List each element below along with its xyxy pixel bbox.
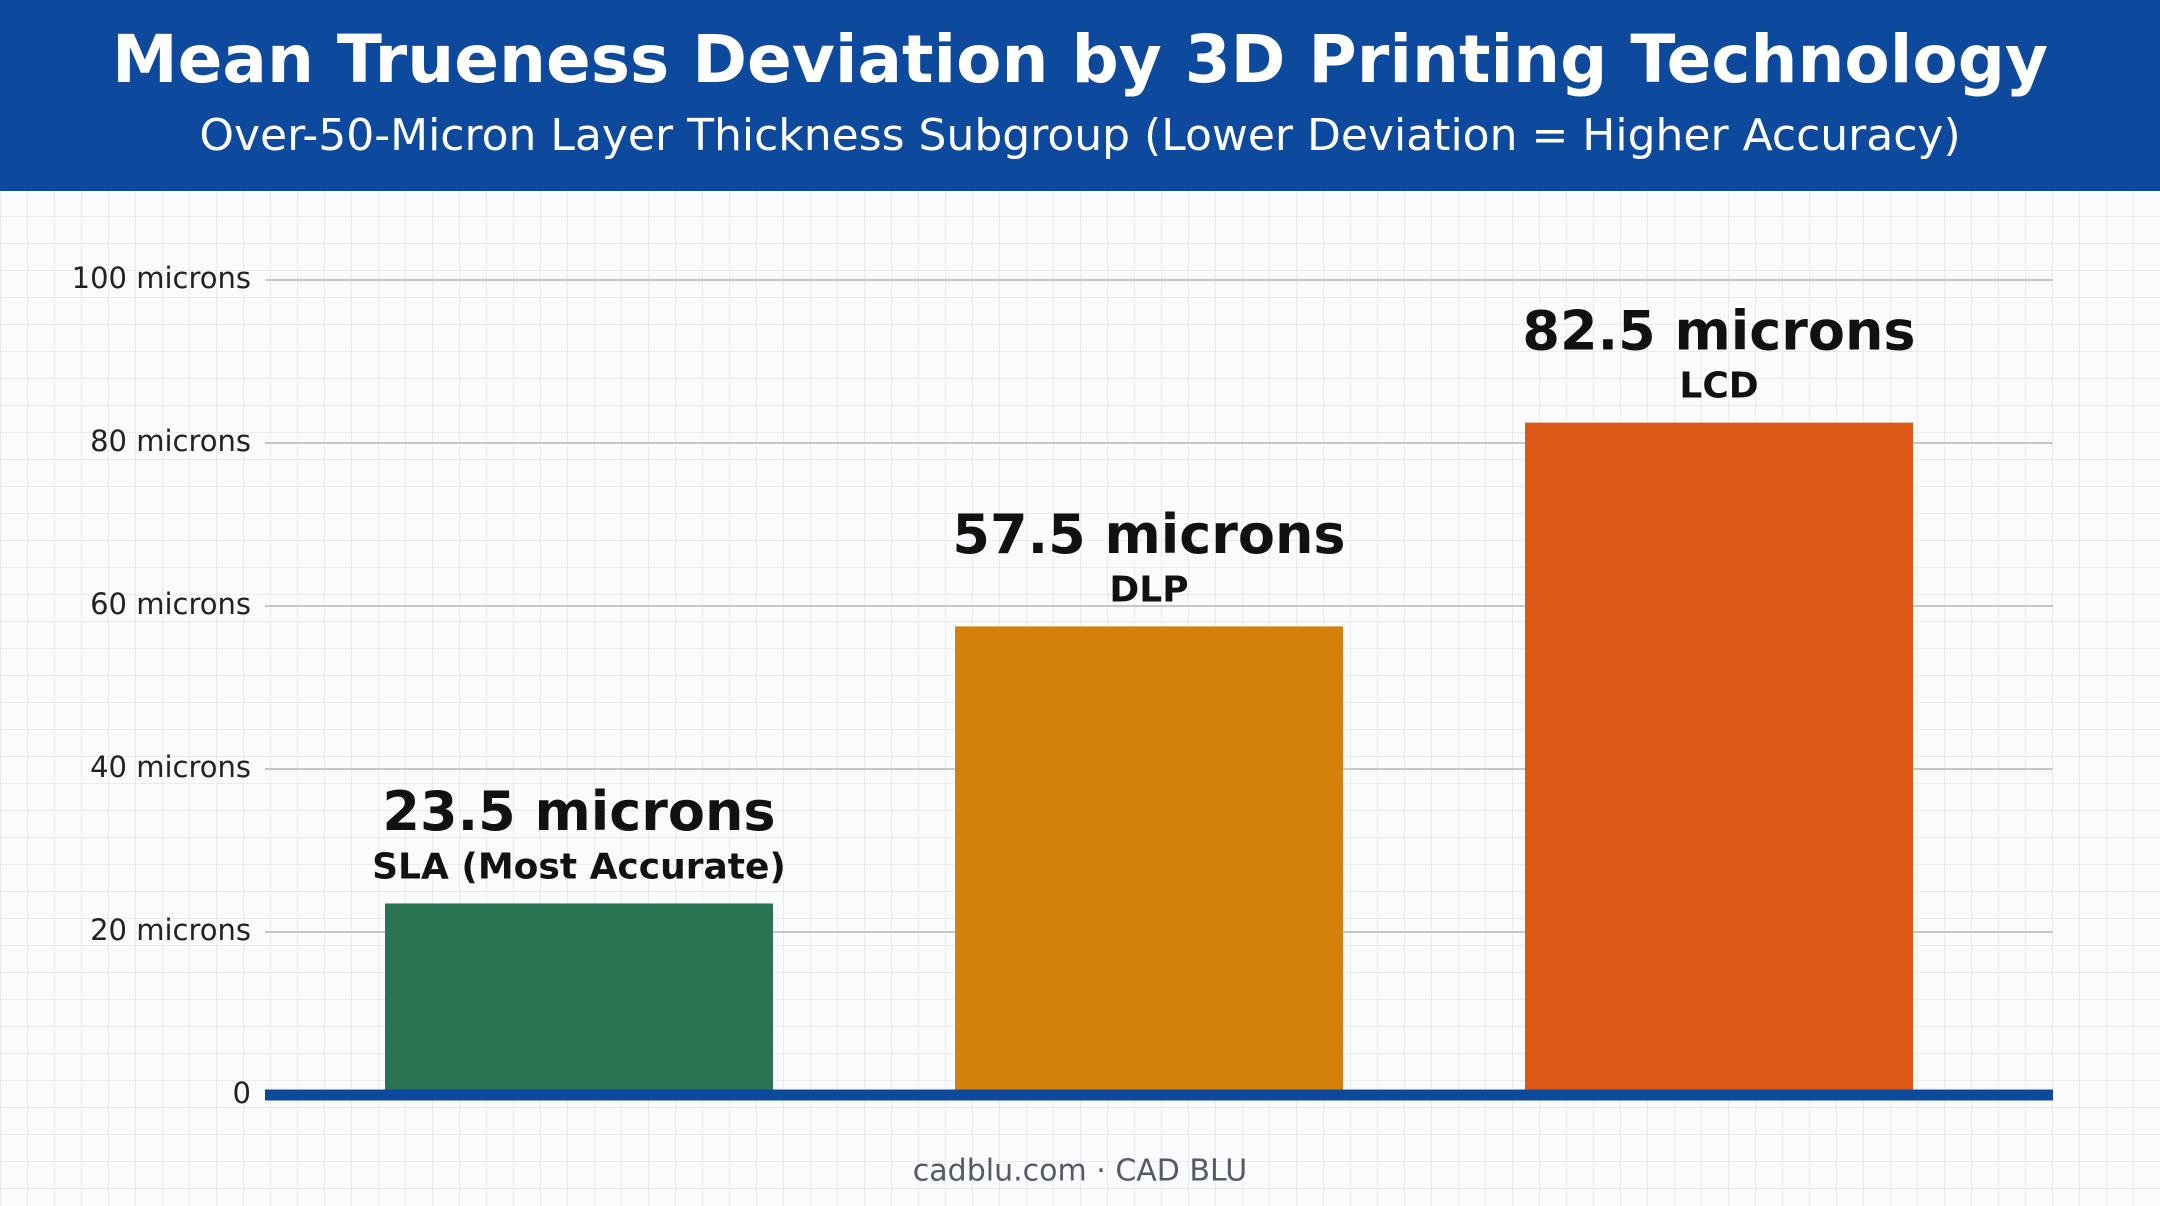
value-label: 82.5 microns (1522, 299, 1915, 362)
category-label: LCD (1679, 366, 1758, 407)
category-label: DLP (1109, 569, 1188, 610)
y-tick-label: 100 microns (72, 261, 251, 295)
y-tick-label: 20 microns (90, 913, 251, 947)
y-tick-label: 0 (233, 1076, 251, 1110)
y-tick-label: 80 microns (90, 424, 251, 458)
y-tick-label: 40 microns (90, 750, 251, 784)
header-band (0, 0, 2160, 191)
chart-subtitle: Over-50-Micron Layer Thickness Subgroup … (199, 110, 1960, 161)
chart-title: Mean Trueness Deviation by 3D Printing T… (112, 21, 2048, 98)
bar (1525, 422, 1913, 1095)
value-label: 57.5 microns (952, 503, 1345, 566)
plot-area: 0 20 microns 40 microns 60 microns 80 micron… (72, 261, 2053, 1110)
y-tick-label: 60 microns (90, 587, 251, 621)
bar (385, 903, 773, 1095)
value-label: 23.5 microns (382, 780, 775, 843)
bar (955, 626, 1343, 1095)
category-label: SLA (Most Accurate) (372, 846, 786, 887)
footer: cadblu.com · CAD BLU (913, 1154, 1247, 1189)
